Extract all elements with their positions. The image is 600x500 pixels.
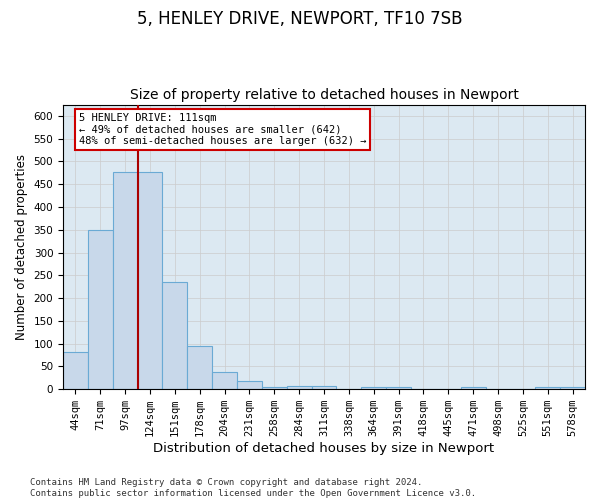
Bar xyxy=(386,387,411,389)
Bar xyxy=(287,386,311,389)
Bar xyxy=(187,346,212,389)
Bar xyxy=(461,387,485,389)
Bar xyxy=(137,172,163,389)
Bar xyxy=(361,387,386,389)
Bar xyxy=(88,230,113,389)
Bar xyxy=(262,387,287,389)
X-axis label: Distribution of detached houses by size in Newport: Distribution of detached houses by size … xyxy=(154,442,494,455)
Bar xyxy=(163,282,187,389)
Text: Contains HM Land Registry data © Crown copyright and database right 2024.
Contai: Contains HM Land Registry data © Crown c… xyxy=(30,478,476,498)
Bar xyxy=(212,372,237,389)
Bar xyxy=(237,382,262,389)
Bar xyxy=(311,386,337,389)
Title: Size of property relative to detached houses in Newport: Size of property relative to detached ho… xyxy=(130,88,518,102)
Text: 5, HENLEY DRIVE, NEWPORT, TF10 7SB: 5, HENLEY DRIVE, NEWPORT, TF10 7SB xyxy=(137,10,463,28)
Bar xyxy=(535,387,560,389)
Text: 5 HENLEY DRIVE: 111sqm
← 49% of detached houses are smaller (642)
48% of semi-de: 5 HENLEY DRIVE: 111sqm ← 49% of detached… xyxy=(79,113,366,146)
Bar xyxy=(63,352,88,389)
Bar xyxy=(560,387,585,389)
Bar xyxy=(113,172,137,389)
Y-axis label: Number of detached properties: Number of detached properties xyxy=(15,154,28,340)
